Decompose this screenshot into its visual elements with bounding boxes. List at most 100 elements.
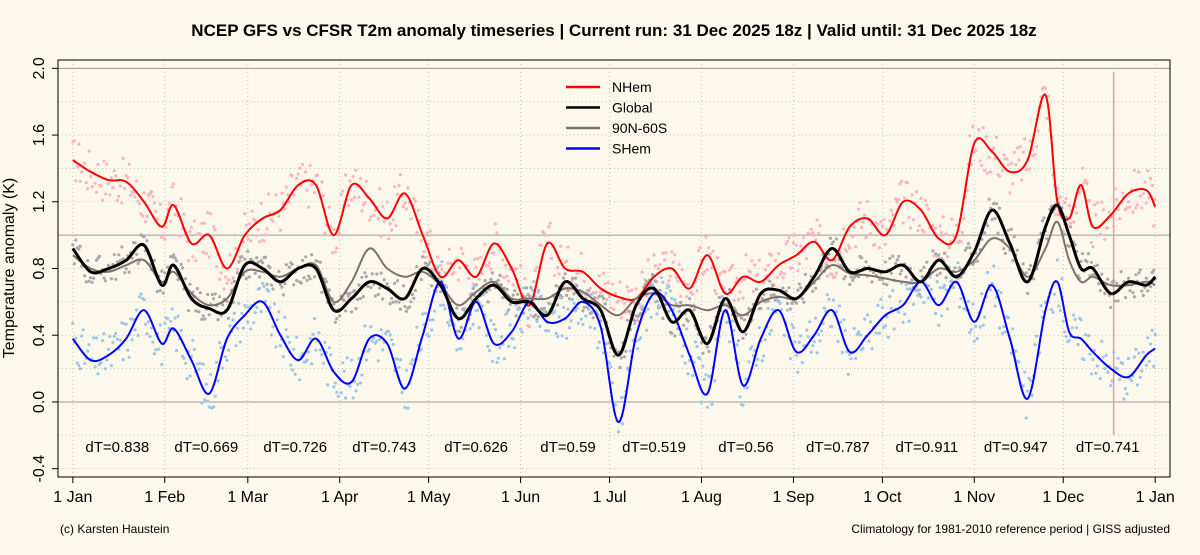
daily-dot	[127, 162, 131, 166]
daily-dot	[213, 292, 217, 296]
daily-dot	[320, 290, 324, 294]
dt-annotation: dT=0.519	[622, 439, 686, 456]
daily-dot	[701, 351, 705, 355]
daily-dot	[446, 320, 450, 325]
daily-dot	[864, 235, 868, 240]
daily-dot	[271, 325, 275, 329]
daily-dot	[332, 385, 336, 389]
daily-dot	[906, 181, 910, 185]
daily-dot	[1112, 279, 1116, 283]
daily-dot	[1014, 349, 1018, 353]
x-tick-label: 1 Nov	[953, 489, 995, 506]
daily-dot	[739, 279, 744, 283]
daily-dot	[966, 299, 971, 303]
daily-dot	[480, 272, 484, 276]
daily-dot	[787, 286, 791, 290]
dt-annotation: dT=0.669	[174, 439, 238, 456]
daily-dot	[269, 333, 274, 337]
daily-dot	[468, 327, 472, 331]
daily-dot	[613, 291, 618, 295]
daily-dot	[891, 254, 895, 258]
daily-dot	[971, 124, 975, 129]
daily-dot	[281, 293, 285, 297]
daily-dot	[664, 291, 668, 295]
daily-dot	[922, 301, 926, 305]
daily-dot	[1061, 319, 1065, 323]
x-tick-label: 1 Jul	[593, 489, 627, 506]
daily-dot	[919, 295, 923, 299]
daily-dot	[1040, 219, 1045, 223]
daily-dot	[213, 228, 217, 232]
daily-dot	[553, 310, 557, 314]
daily-dot	[1032, 277, 1036, 281]
daily-dot	[584, 314, 588, 318]
daily-dot	[680, 354, 684, 358]
daily-dot	[1126, 200, 1131, 204]
daily-dot	[200, 401, 204, 405]
daily-dot	[210, 292, 214, 297]
daily-dot	[102, 159, 106, 163]
daily-dot	[323, 340, 327, 344]
daily-dot	[132, 317, 136, 322]
y-tick-label: -0.4	[31, 455, 48, 483]
daily-dot	[870, 280, 874, 284]
daily-dot	[198, 232, 202, 236]
daily-dot	[1121, 362, 1125, 366]
daily-dot	[736, 297, 741, 301]
daily-dot	[1064, 196, 1068, 201]
daily-dot	[851, 278, 855, 282]
daily-dot	[166, 316, 170, 321]
daily-dot	[277, 214, 281, 218]
daily-dot	[529, 295, 533, 299]
daily-dot	[797, 340, 801, 344]
daily-dot	[274, 193, 278, 197]
daily-dot	[888, 294, 892, 299]
daily-dot	[376, 292, 380, 297]
daily-dot	[696, 249, 701, 253]
daily-dot	[968, 246, 972, 250]
daily-dot	[673, 253, 677, 257]
daily-dot	[163, 271, 167, 275]
daily-dot	[557, 315, 561, 319]
daily-dot	[794, 301, 799, 305]
daily-dot	[868, 232, 873, 236]
daily-dot	[950, 217, 954, 221]
daily-dot	[335, 246, 339, 250]
daily-dot	[378, 286, 382, 290]
daily-dot	[335, 317, 339, 321]
daily-dot	[513, 289, 517, 293]
daily-dot	[716, 256, 720, 260]
daily-dot	[814, 286, 818, 290]
legend: NHem Global 90N-60S SHem	[566, 79, 667, 157]
daily-dot	[342, 369, 346, 373]
daily-dot	[705, 268, 710, 272]
daily-dot	[186, 259, 191, 263]
daily-dot	[994, 135, 999, 139]
daily-dot	[962, 216, 966, 221]
daily-dot	[738, 290, 742, 294]
daily-dot	[203, 221, 207, 225]
daily-dot	[1051, 310, 1055, 314]
daily-dot	[151, 340, 155, 344]
daily-dot	[352, 195, 357, 199]
daily-dot	[910, 278, 914, 282]
daily-dot	[698, 357, 702, 361]
daily-dot	[1126, 276, 1131, 280]
daily-dot	[1036, 241, 1040, 245]
daily-dot	[997, 326, 1002, 330]
daily-dot	[94, 336, 99, 340]
daily-dot	[1137, 351, 1141, 355]
daily-dot	[514, 314, 518, 318]
daily-dot	[572, 292, 576, 296]
daily-dot	[914, 289, 919, 293]
daily-dot	[808, 320, 812, 324]
daily-dot	[492, 322, 496, 327]
daily-dot	[566, 245, 570, 249]
daily-dot	[261, 261, 265, 265]
daily-dot	[769, 253, 773, 257]
daily-dot	[756, 357, 760, 361]
daily-dot	[670, 296, 674, 300]
daily-dot	[305, 358, 309, 362]
daily-dot	[470, 297, 474, 301]
daily-dot	[901, 320, 905, 324]
